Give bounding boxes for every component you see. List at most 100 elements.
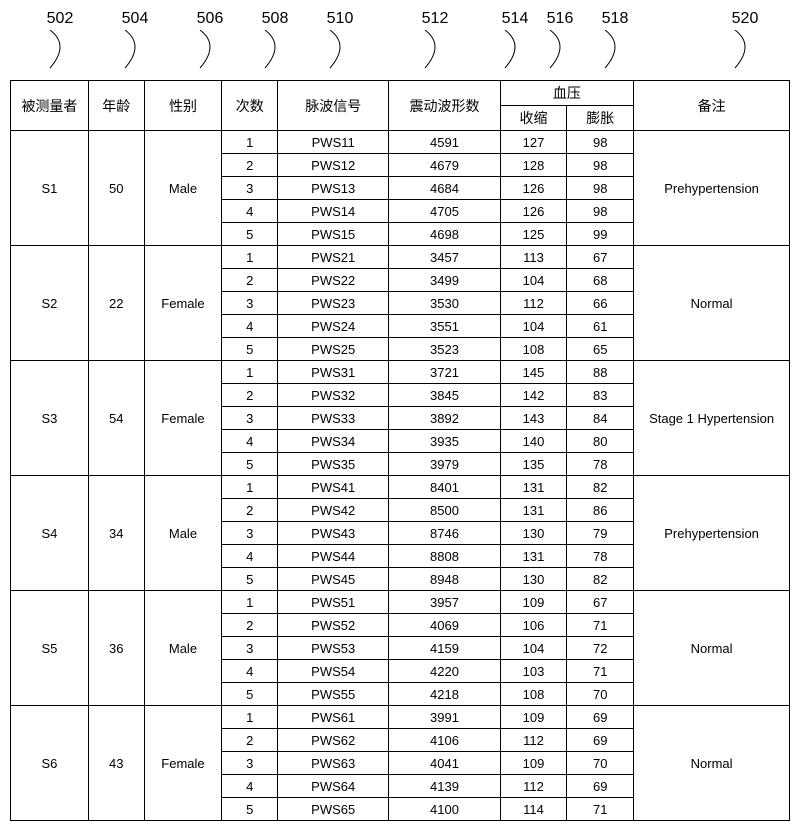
cell-gender: Female xyxy=(144,361,222,476)
callout-label: 506 xyxy=(195,10,225,70)
cell-pws: PWS23 xyxy=(278,292,389,315)
cell-diastolic: 71 xyxy=(567,798,634,821)
callout-label: 518 xyxy=(600,10,630,70)
cell-subject: S2 xyxy=(11,246,89,361)
cell-vibration: 3523 xyxy=(389,338,500,361)
callout-text: 510 xyxy=(327,10,354,27)
header-pws: 脉波信号 xyxy=(278,81,389,131)
cell-times: 1 xyxy=(222,706,278,729)
cell-vibration: 3845 xyxy=(389,384,500,407)
cell-subject: S3 xyxy=(11,361,89,476)
cell-pws: PWS51 xyxy=(278,591,389,614)
cell-pws: PWS53 xyxy=(278,637,389,660)
cell-remark: Prehypertension xyxy=(634,131,790,246)
cell-age: 36 xyxy=(88,591,144,706)
cell-times: 1 xyxy=(222,361,278,384)
callout-leader-icon xyxy=(500,30,530,70)
cell-pws: PWS52 xyxy=(278,614,389,637)
cell-times: 1 xyxy=(222,131,278,154)
cell-diastolic: 83 xyxy=(567,384,634,407)
cell-diastolic: 61 xyxy=(567,315,634,338)
callout-text: 504 xyxy=(122,10,149,27)
cell-times: 4 xyxy=(222,430,278,453)
cell-pws: PWS42 xyxy=(278,499,389,522)
cell-systolic: 145 xyxy=(500,361,567,384)
cell-times: 3 xyxy=(222,752,278,775)
cell-pws: PWS11 xyxy=(278,131,389,154)
cell-times: 3 xyxy=(222,637,278,660)
cell-vibration: 4106 xyxy=(389,729,500,752)
callout-label: 502 xyxy=(45,10,75,70)
cell-diastolic: 88 xyxy=(567,361,634,384)
cell-diastolic: 98 xyxy=(567,154,634,177)
callout-text: 512 xyxy=(422,10,449,27)
callout-text: 520 xyxy=(732,10,759,27)
table-row: S222Female1PWS21345711367Normal xyxy=(11,246,790,269)
cell-diastolic: 66 xyxy=(567,292,634,315)
cell-times: 2 xyxy=(222,269,278,292)
cell-systolic: 108 xyxy=(500,338,567,361)
cell-remark: Normal xyxy=(634,706,790,821)
cell-systolic: 109 xyxy=(500,591,567,614)
callout-leader-icon xyxy=(545,30,575,70)
callout-label: 516 xyxy=(545,10,575,70)
cell-times: 5 xyxy=(222,223,278,246)
cell-times: 5 xyxy=(222,453,278,476)
cell-pws: PWS61 xyxy=(278,706,389,729)
cell-pws: PWS44 xyxy=(278,545,389,568)
cell-diastolic: 84 xyxy=(567,407,634,430)
cell-pws: PWS22 xyxy=(278,269,389,292)
cell-diastolic: 80 xyxy=(567,430,634,453)
cell-systolic: 127 xyxy=(500,131,567,154)
cell-vibration: 4698 xyxy=(389,223,500,246)
cell-diastolic: 69 xyxy=(567,729,634,752)
cell-times: 4 xyxy=(222,775,278,798)
cell-systolic: 135 xyxy=(500,453,567,476)
cell-times: 4 xyxy=(222,315,278,338)
cell-diastolic: 68 xyxy=(567,269,634,292)
cell-age: 54 xyxy=(88,361,144,476)
cell-pws: PWS54 xyxy=(278,660,389,683)
cell-diastolic: 67 xyxy=(567,246,634,269)
cell-pws: PWS35 xyxy=(278,453,389,476)
cell-diastolic: 79 xyxy=(567,522,634,545)
cell-diastolic: 98 xyxy=(567,177,634,200)
cell-diastolic: 71 xyxy=(567,660,634,683)
callout-leader-icon xyxy=(420,30,450,70)
cell-vibration: 4705 xyxy=(389,200,500,223)
cell-age: 50 xyxy=(88,131,144,246)
cell-times: 5 xyxy=(222,683,278,706)
cell-systolic: 108 xyxy=(500,683,567,706)
table-row: S643Female1PWS61399110969Normal xyxy=(11,706,790,729)
cell-vibration: 8808 xyxy=(389,545,500,568)
cell-pws: PWS21 xyxy=(278,246,389,269)
callout-label: 504 xyxy=(120,10,150,70)
callout-leader-icon xyxy=(325,30,355,70)
cell-times: 3 xyxy=(222,292,278,315)
column-callouts: 502504506508510512514516518520 xyxy=(10,10,790,80)
cell-systolic: 142 xyxy=(500,384,567,407)
cell-age: 22 xyxy=(88,246,144,361)
cell-vibration: 4159 xyxy=(389,637,500,660)
callout-text: 514 xyxy=(502,10,529,27)
cell-diastolic: 69 xyxy=(567,775,634,798)
cell-systolic: 103 xyxy=(500,660,567,683)
cell-vibration: 8500 xyxy=(389,499,500,522)
cell-pws: PWS34 xyxy=(278,430,389,453)
cell-times: 3 xyxy=(222,177,278,200)
cell-diastolic: 72 xyxy=(567,637,634,660)
cell-pws: PWS13 xyxy=(278,177,389,200)
table-row: S536Male1PWS51395710967Normal xyxy=(11,591,790,614)
cell-remark: Prehypertension xyxy=(634,476,790,591)
cell-vibration: 3979 xyxy=(389,453,500,476)
header-times: 次数 xyxy=(222,81,278,131)
cell-pws: PWS33 xyxy=(278,407,389,430)
cell-pws: PWS24 xyxy=(278,315,389,338)
cell-pws: PWS64 xyxy=(278,775,389,798)
cell-pws: PWS41 xyxy=(278,476,389,499)
cell-pws: PWS12 xyxy=(278,154,389,177)
cell-vibration: 8948 xyxy=(389,568,500,591)
cell-vibration: 3530 xyxy=(389,292,500,315)
cell-systolic: 104 xyxy=(500,269,567,292)
table-row: S434Male1PWS41840113182Prehypertension xyxy=(11,476,790,499)
